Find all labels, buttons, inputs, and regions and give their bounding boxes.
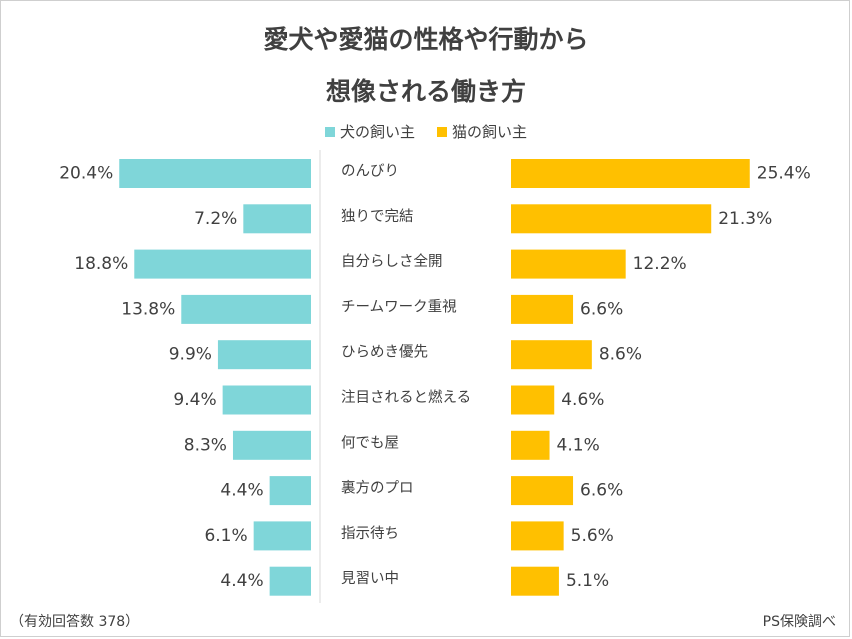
- category-label: 見習い中: [341, 570, 399, 587]
- dog-bar: [222, 385, 311, 415]
- cat-data-label: 4.6%: [561, 390, 604, 410]
- dog-data-label: 20.4%: [59, 164, 113, 184]
- dog-data-label: 4.4%: [220, 571, 263, 591]
- category-label: 指示待ち: [341, 525, 399, 542]
- category-label: 注目されると燃える: [341, 388, 471, 406]
- category-label: 自分らしさ全開: [341, 252, 443, 270]
- source-credit: PS保険調べ: [762, 614, 836, 630]
- cat-data-label: 8.6%: [599, 345, 642, 365]
- category-label: 何でも屋: [341, 434, 399, 451]
- category-label: ひらめき優先: [341, 344, 428, 361]
- dog-bar: [243, 204, 311, 234]
- dog-bar: [269, 566, 311, 596]
- cat-bar: [511, 159, 750, 188]
- cat-bar: [511, 476, 574, 506]
- cat-bar: [511, 249, 626, 279]
- legend-swatch-cat: [437, 126, 447, 137]
- cat-data-label: 4.1%: [557, 435, 600, 455]
- cat-data-label: 25.4%: [757, 164, 811, 184]
- dog-data-label: 6.1%: [204, 526, 247, 546]
- cat-bar: [511, 204, 712, 234]
- legend-label-dog: 犬の飼い主: [339, 123, 415, 141]
- dog-data-label: 7.2%: [194, 209, 237, 229]
- dog-bar: [232, 430, 311, 460]
- dog-data-label: 9.9%: [169, 345, 212, 365]
- category-label: のんびり: [341, 163, 399, 180]
- cat-data-label: 12.2%: [633, 254, 687, 274]
- dog-bar: [217, 340, 311, 370]
- dog-bar: [181, 294, 311, 324]
- category-label: チームワーク重視: [341, 298, 457, 315]
- legend-swatch-dog: [324, 126, 335, 137]
- dog-bar: [119, 159, 312, 188]
- chart-title-line2: 想像される働き方: [325, 77, 526, 106]
- chart-title-line1: 愛犬や愛猫の性格や行動から: [263, 25, 589, 54]
- cat-bar: [511, 385, 555, 415]
- dog-data-label: 13.8%: [121, 299, 175, 319]
- legend-label-cat: 猫の飼い主: [452, 123, 528, 141]
- dog-data-label: 4.4%: [220, 481, 263, 501]
- dog-bar: [269, 476, 311, 506]
- cat-bar: [511, 521, 564, 551]
- dog-bar: [134, 249, 311, 279]
- dog-data-label: 8.3%: [184, 435, 227, 455]
- legend: 犬の飼い主 猫の飼い主: [0, 121, 852, 142]
- legend-item-cat: 猫の飼い主: [437, 121, 527, 142]
- legend-item-dog: 犬の飼い主: [324, 121, 415, 142]
- category-label: 独りで完結: [341, 208, 414, 225]
- cat-bar: [511, 340, 592, 370]
- cat-bar: [511, 430, 550, 460]
- cat-bar: [511, 294, 574, 324]
- cat-data-label: 5.1%: [566, 571, 609, 591]
- dog-data-label: 9.4%: [173, 390, 216, 410]
- category-label: 裏方のプロ: [341, 479, 414, 497]
- dog-data-label: 18.8%: [74, 254, 128, 274]
- cat-data-label: 6.6%: [580, 299, 623, 319]
- sample-size-note: （有効回答数 378）: [10, 614, 140, 630]
- cat-bar: [511, 566, 559, 596]
- cat-data-label: 5.6%: [571, 526, 614, 546]
- cat-data-label: 6.6%: [580, 481, 623, 501]
- dog-bar: [253, 521, 311, 551]
- cat-data-label: 21.3%: [718, 209, 772, 229]
